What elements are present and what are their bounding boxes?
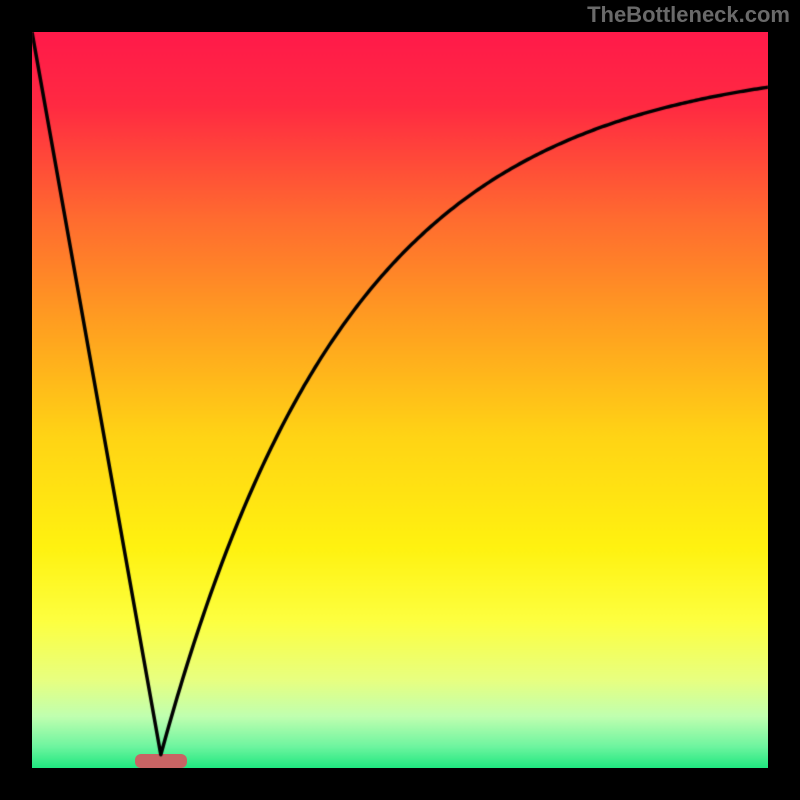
watermark-text: TheBottleneck.com (587, 2, 790, 28)
chart-container: TheBottleneck.com (0, 0, 800, 800)
curve-overlay (0, 0, 800, 800)
